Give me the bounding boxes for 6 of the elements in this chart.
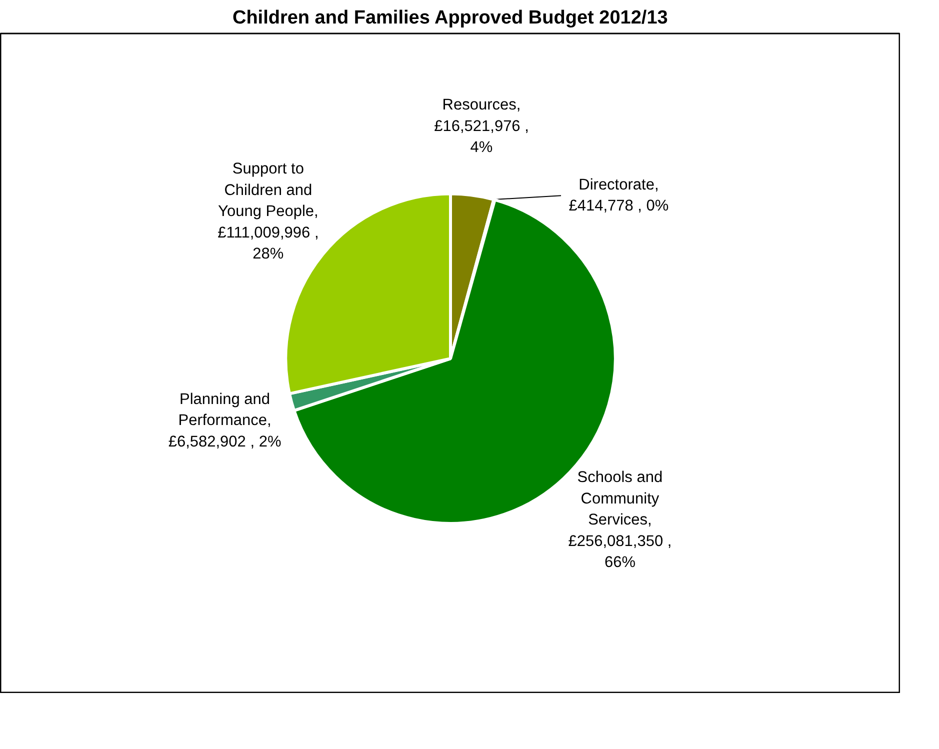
slice-label: Schools and Community Services, £256,081,350 , 66% [568,469,672,572]
slice-label: Support to Children and Young People, £111,009,996 , 28% [218,160,319,263]
slice-label: Directorate, £414,778 , 0% [568,176,669,215]
slice-label: Resources, £16,521,976 , 4% [434,96,529,156]
chart-title: Children and Families Approved Budget 2012/13 [232,8,668,28]
slice-label: Planning and Performance, £6,582,902 , 2% [168,390,282,450]
